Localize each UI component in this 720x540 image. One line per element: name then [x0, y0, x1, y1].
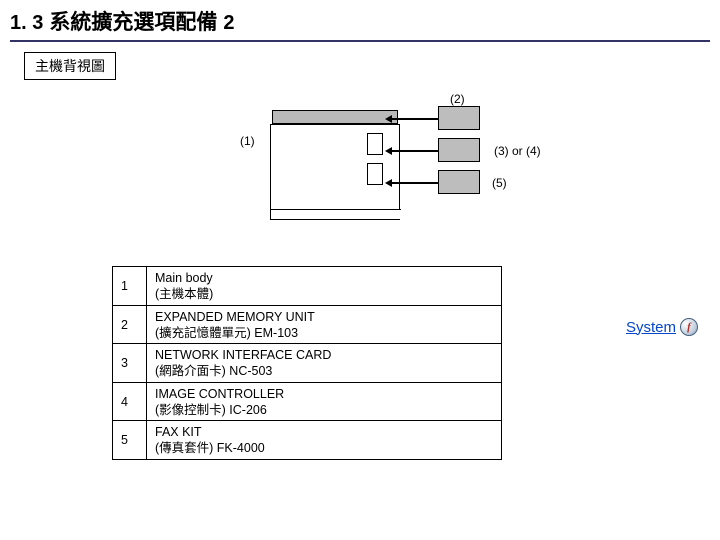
callout-1: (1) — [240, 134, 255, 148]
machine-base — [271, 209, 401, 219]
row-desc: NETWORK INTERFACE CARD(網路介面卡) NC-503 — [147, 344, 502, 383]
desc-zh: (網路介面卡) NC-503 — [155, 363, 493, 379]
machine-top — [272, 110, 398, 124]
slot-upper — [367, 133, 383, 155]
card-box-3-4 — [438, 138, 480, 162]
row-number: 4 — [113, 382, 147, 421]
row-desc: FAX KIT(傳真套件) FK-4000 — [147, 421, 502, 460]
callout-2: (2) — [450, 92, 465, 106]
title-suffix: 2 — [223, 12, 234, 35]
desc-en: NETWORK INTERFACE CARD — [155, 347, 493, 363]
system-link-group: System f — [626, 318, 698, 336]
table-row: 1Main body(主機本體) — [113, 267, 502, 306]
table-row: 5FAX KIT(傳真套件) FK-4000 — [113, 421, 502, 460]
table-row: 2EXPANDED MEMORY UNIT(擴充記憶體單元) EM-103 — [113, 305, 502, 344]
row-number: 1 — [113, 267, 147, 306]
arrow-5 — [390, 182, 438, 184]
row-desc: IMAGE CONTROLLER(影像控制卡) IC-206 — [147, 382, 502, 421]
row-desc: EXPANDED MEMORY UNIT(擴充記憶體單元) EM-103 — [147, 305, 502, 344]
arrow-2 — [390, 118, 438, 120]
desc-en: EXPANDED MEMORY UNIT — [155, 309, 493, 325]
slot-lower — [367, 163, 383, 185]
arrow-3-4 — [390, 150, 438, 152]
row-desc: Main body(主機本體) — [147, 267, 502, 306]
title-number: 1. 3 — [10, 12, 43, 35]
desc-en: FAX KIT — [155, 424, 493, 440]
callout-3-4: (3) or (4) — [494, 144, 541, 158]
table-row: 3NETWORK INTERFACE CARD(網路介面卡) NC-503 — [113, 344, 502, 383]
subheading: 主機背視圖 — [24, 52, 116, 80]
system-link[interactable]: System — [626, 319, 676, 336]
rear-view-diagram: (1) (2) (3) or (4) (5) — [130, 98, 590, 248]
flash-icon[interactable]: f — [680, 318, 698, 336]
title-rule — [10, 40, 710, 42]
callout-5: (5) — [492, 176, 507, 190]
card-box-2 — [438, 106, 480, 130]
desc-zh: (擴充記憶體單元) EM-103 — [155, 325, 493, 341]
desc-zh: (影像控制卡) IC-206 — [155, 402, 493, 418]
table-row: 4IMAGE CONTROLLER(影像控制卡) IC-206 — [113, 382, 502, 421]
card-box-5 — [438, 170, 480, 194]
desc-en: IMAGE CONTROLLER — [155, 386, 493, 402]
title-text: 系統擴充選項配備 — [49, 6, 217, 36]
parts-table: 1Main body(主機本體)2EXPANDED MEMORY UNIT(擴充… — [112, 266, 502, 460]
main-body-shape — [270, 110, 400, 230]
desc-zh: (主機本體) — [155, 286, 493, 302]
row-number: 3 — [113, 344, 147, 383]
row-number: 2 — [113, 305, 147, 344]
desc-en: Main body — [155, 270, 493, 286]
machine-body — [270, 124, 400, 220]
page-title: 1. 3 系統擴充選項配備 2 — [10, 6, 710, 36]
row-number: 5 — [113, 421, 147, 460]
desc-zh: (傳真套件) FK-4000 — [155, 440, 493, 456]
